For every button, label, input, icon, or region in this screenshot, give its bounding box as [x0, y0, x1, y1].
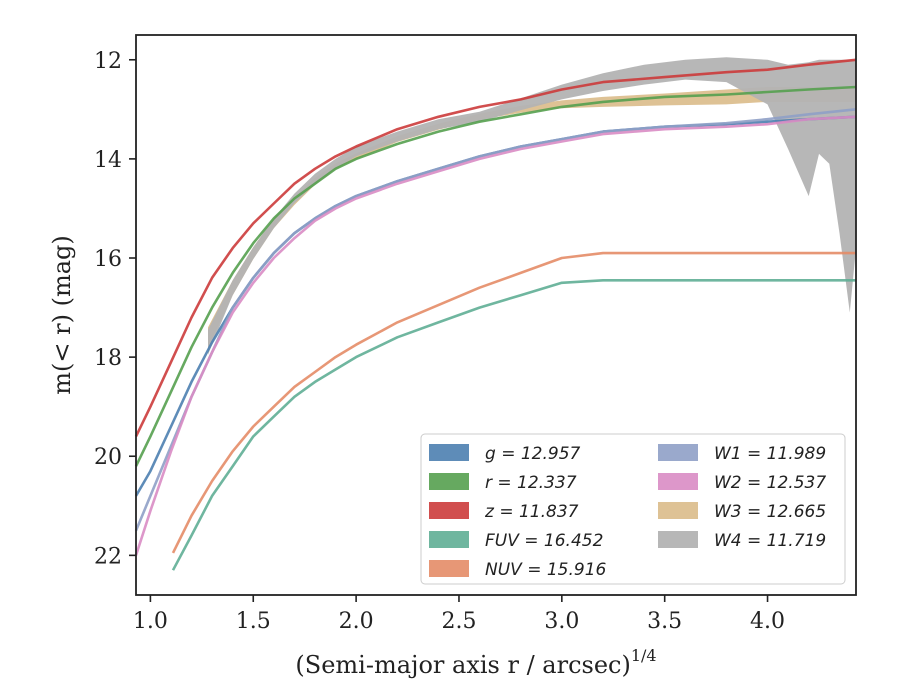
legend-swatch-w1: [658, 444, 698, 461]
legend-label-z: z = 11.837: [484, 502, 579, 522]
band-layer: [208, 57, 856, 355]
legend-swatch-r: [429, 473, 469, 490]
legend-swatch-fuv: [429, 531, 469, 548]
legend-label-fuv: FUV = 16.452: [485, 531, 603, 551]
y-tick-label: 18: [94, 346, 122, 371]
x-axis-title-text: (Semi-major axis r / arcsec): [295, 651, 630, 679]
y-axis-ticks: 12 14 16 18 20 22: [94, 49, 136, 569]
series-line-nuv: [171, 251, 856, 554]
line-layer: [134, 58, 857, 571]
x-tick-label: 1.5: [236, 609, 271, 634]
legend-swatch-nuv: [429, 560, 469, 577]
y-tick-label: 12: [94, 49, 122, 74]
legend-frame: [420, 433, 846, 585]
series-band-w4: [208, 57, 856, 355]
legend-label-w3: W3 = 12.665: [714, 502, 826, 522]
x-axis-ticks: 1.0 1.5 2.0 2.5 3.0 3.5 4.0: [133, 595, 785, 634]
series-band-w3: [208, 87, 856, 348]
legend-label-w1: W1 = 11.989: [714, 444, 826, 464]
x-tick-label: 3.0: [544, 609, 579, 634]
y-tick-label: 22: [94, 544, 122, 569]
legend-swatch-g: [429, 444, 469, 461]
x-axis-title: (Semi-major axis r / arcsec)1/4: [295, 646, 656, 679]
x-tick-label: 1.0: [133, 609, 168, 634]
legend-label-w4: W4 = 11.719: [714, 531, 826, 551]
series-line-r: [134, 85, 857, 467]
legend-label-r: r = 12.337: [485, 473, 577, 493]
y-tick-label: 16: [94, 247, 122, 272]
y-tick-label: 20: [94, 445, 122, 470]
y-tick-label: 14: [94, 148, 122, 173]
x-tick-label: 2.5: [441, 609, 476, 634]
legend-label-nuv: NUV = 15.916: [485, 560, 607, 580]
legend-swatch-w3: [658, 502, 698, 519]
legend-label-w2: W2 = 12.537: [714, 473, 826, 493]
series-line-z: [134, 58, 857, 437]
x-tick-label: 2.0: [339, 609, 374, 634]
legend-swatch-z: [429, 502, 469, 519]
y-axis-title: m(< r) (mag): [48, 235, 76, 394]
legend-swatch-w4: [658, 531, 698, 548]
series-line-fuv: [171, 278, 856, 571]
series-line-w2: [134, 115, 857, 556]
x-tick-label: 3.5: [647, 609, 682, 634]
x-axis-title-power: 1/4: [631, 646, 657, 665]
legend-swatch-w2: [658, 473, 698, 490]
plot-frame: [135, 34, 857, 596]
x-tick-label: 4.0: [750, 609, 785, 634]
legend: g = 12.957 r = 12.337 z = 11.837 FUV = 16.4…: [420, 433, 846, 585]
legend-label-g: g = 12.957: [485, 444, 581, 464]
